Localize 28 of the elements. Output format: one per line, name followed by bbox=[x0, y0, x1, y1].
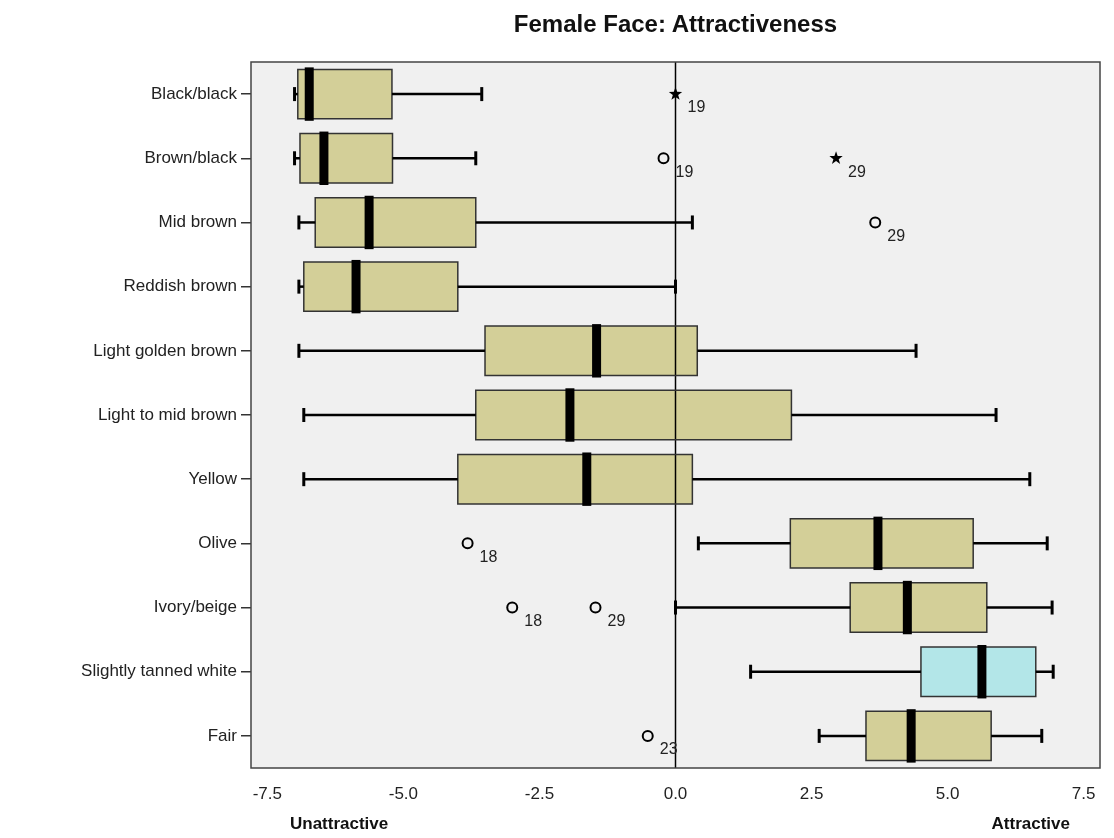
x-tick-label: 5.0 bbox=[935, 783, 960, 803]
annotation: 29 bbox=[887, 226, 906, 244]
annotation: 29 bbox=[607, 611, 626, 629]
annotation: 18 bbox=[524, 611, 543, 629]
annotation: 18 bbox=[479, 547, 498, 565]
annotation: 19 bbox=[687, 98, 706, 116]
x-tick-label: 2.5 bbox=[799, 783, 824, 803]
x-tick-label: -7.5 bbox=[252, 783, 282, 803]
y-tick-label: Light to mid brown bbox=[98, 404, 237, 424]
y-tick-label: Mid brown bbox=[158, 212, 237, 232]
x-tick-label: 7.5 bbox=[1071, 783, 1096, 803]
y-tick-label: Yellow bbox=[188, 468, 238, 488]
text: Unattractive bbox=[290, 814, 389, 834]
x-tick-label: -2.5 bbox=[524, 783, 555, 803]
annotation: 29 bbox=[848, 162, 866, 180]
annotation: 19 bbox=[675, 162, 694, 180]
y-tick-label: Ivory/beige bbox=[153, 597, 237, 617]
x-tick-label: -5.0 bbox=[388, 783, 419, 803]
y-tick-label: Black/black bbox=[151, 83, 238, 103]
y-tick-label: Slightly tanned white bbox=[81, 661, 237, 681]
x-tick-label: 0.0 bbox=[663, 783, 688, 803]
y-tick-label: Light golden brown bbox=[93, 340, 237, 360]
chart-title: Female Face: Attractiveness bbox=[512, 10, 839, 38]
y-tick-label: Brown/black bbox=[144, 147, 238, 167]
y-tick-label: Olive bbox=[198, 533, 237, 553]
y-tick-label: Reddish brown bbox=[123, 276, 237, 296]
y-tick-label: Fair bbox=[207, 725, 238, 745]
text: Attractive bbox=[991, 814, 1070, 834]
